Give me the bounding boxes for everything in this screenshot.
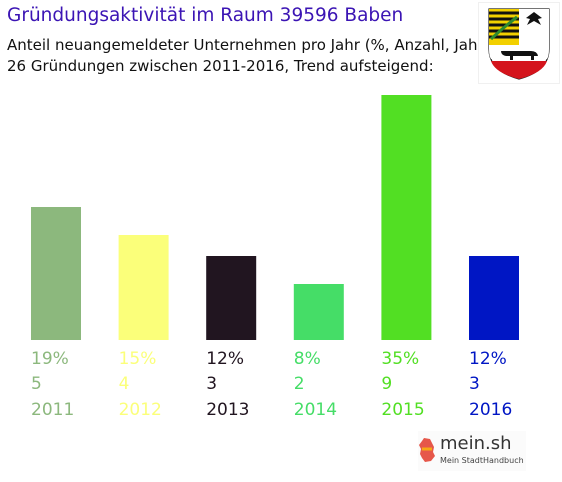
year-label-2013: 2013 (206, 400, 249, 420)
count-label-2016: 3 (469, 374, 480, 394)
bar-2015 (381, 95, 432, 340)
percent-label-2011: 19% (31, 349, 69, 369)
year-label-2016: 2016 (469, 400, 512, 420)
bar-2012 (118, 235, 169, 340)
subtitle-line-1: Anteil neuangemeldeter Unternehmen pro J… (7, 36, 490, 54)
mein-sh-logo[interactable]: mein.sh Mein StadtHandbuch (418, 431, 526, 471)
count-label-2011: 5 (31, 374, 42, 394)
bar-2014 (293, 284, 344, 340)
bar-2013 (206, 256, 257, 340)
year-label-2011: 2011 (31, 400, 74, 420)
percent-label-2014: 8% (294, 349, 321, 369)
year-label-2015: 2015 (381, 400, 424, 420)
count-label-2014: 2 (294, 374, 305, 394)
chart-title: Gründungsaktivität im Raum 39596 Baben (7, 5, 404, 26)
bar-2011 (31, 207, 81, 340)
chart-subtitle: Anteil neuangemeldeter Unternehmen pro J… (7, 35, 490, 77)
germany-map-icon (419, 438, 435, 462)
count-label-2015: 9 (381, 374, 392, 394)
count-label-2012: 4 (119, 374, 130, 394)
percent-label-2016: 12% (469, 349, 507, 369)
count-label-2013: 3 (206, 374, 217, 394)
bar-2016 (469, 256, 519, 340)
year-label-2014: 2014 (294, 400, 337, 420)
percent-label-2015: 35% (381, 349, 419, 369)
percent-label-2012: 15% (119, 349, 157, 369)
logo-subtext: Mein StadtHandbuch (440, 456, 524, 465)
logo-text: mein.sh (440, 433, 512, 454)
percent-label-2013: 12% (206, 349, 244, 369)
subtitle-line-2: 26 Gründungen zwischen 2011-2016, Trend … (7, 57, 434, 75)
year-label-2012: 2012 (119, 400, 162, 420)
coat-of-arms-icon (478, 2, 560, 84)
